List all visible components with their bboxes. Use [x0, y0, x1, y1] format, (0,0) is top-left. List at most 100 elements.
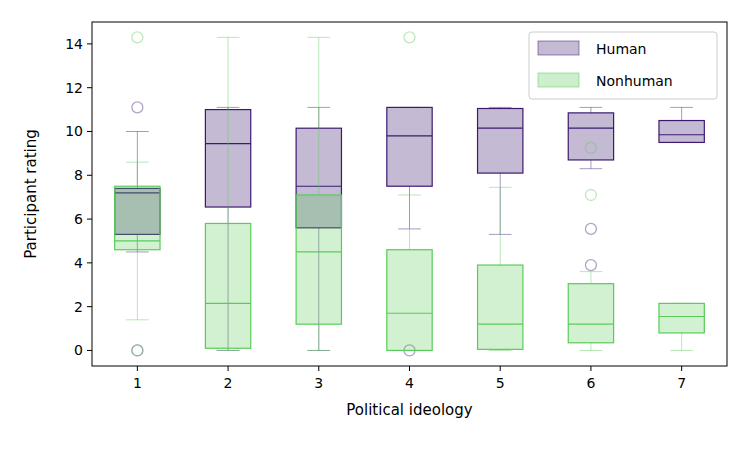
legend-frame [529, 32, 717, 99]
chart: 024681012141234567Political ideologyPart… [0, 0, 750, 450]
median [115, 240, 160, 241]
x-tick [318, 366, 319, 371]
cap-low [307, 350, 330, 351]
box [478, 265, 523, 349]
whisker-high [137, 162, 138, 186]
x-tick [681, 366, 682, 371]
legend-swatch [538, 73, 579, 87]
whisker-high [409, 195, 410, 250]
cap-high [580, 271, 603, 272]
box [478, 108, 523, 173]
median [659, 134, 704, 135]
box [568, 113, 613, 160]
x-tick-label: 1 [133, 375, 142, 391]
y-tick-label: 4 [74, 255, 83, 271]
y-axis-label: Participant rating [22, 129, 40, 259]
y-tick [87, 87, 92, 88]
median [478, 324, 523, 325]
box [205, 223, 250, 348]
box [296, 195, 341, 324]
x-tick-label: 2 [224, 375, 233, 391]
marks [115, 32, 705, 356]
x-tick-label: 3 [314, 375, 323, 391]
cap-low [217, 350, 240, 351]
flier [132, 345, 143, 356]
flier [132, 102, 143, 113]
flier [585, 260, 596, 271]
cap-high [217, 37, 240, 38]
background [0, 0, 750, 450]
box [387, 250, 432, 351]
cap-low [670, 350, 693, 351]
y-tick [87, 43, 92, 44]
whisker-high [318, 37, 319, 195]
median [568, 324, 613, 325]
y-tick-label: 2 [74, 299, 83, 315]
whisker-low [681, 333, 682, 351]
whisker-low [590, 343, 591, 351]
x-tick [500, 366, 501, 371]
y-tick [87, 131, 92, 132]
cap-low [489, 350, 512, 351]
median [387, 313, 432, 314]
whisker-high [590, 107, 591, 112]
y-tick-label: 14 [65, 36, 83, 52]
y-tick-label: 6 [74, 211, 83, 227]
y-tick [87, 175, 92, 176]
cap-high [670, 107, 693, 108]
whisker-high [137, 131, 138, 188]
cap-high [126, 131, 149, 132]
whisker-low [590, 160, 591, 169]
median [205, 303, 250, 304]
x-tick-label: 6 [586, 375, 595, 391]
legend-swatch [538, 41, 579, 55]
cap-low [307, 350, 330, 351]
x-tick [590, 366, 591, 371]
y-tick-label: 0 [74, 342, 83, 358]
y-tick-label: 12 [65, 80, 83, 96]
y-tick [87, 219, 92, 220]
x-tick [409, 366, 410, 371]
flier [585, 223, 596, 234]
median [387, 135, 432, 136]
whisker-high [500, 187, 501, 265]
flier [585, 142, 596, 153]
box [659, 121, 704, 143]
y-tick [87, 262, 92, 263]
cap-high [580, 107, 603, 108]
whisker-high [681, 107, 682, 120]
cap-high [489, 107, 512, 108]
whisker-low [318, 324, 319, 350]
box [387, 107, 432, 186]
cap-low [580, 168, 603, 169]
whisker-low [137, 250, 138, 320]
legend: HumanNonhuman [529, 32, 717, 99]
cap-high [489, 187, 512, 188]
x-axis-label: Political ideology [346, 401, 472, 419]
series-0 [115, 102, 705, 356]
cap-low [126, 319, 149, 320]
cap-high [307, 37, 330, 38]
whisker-high [590, 272, 591, 284]
median [296, 251, 341, 252]
cap-high [398, 194, 421, 195]
x-tick-label: 4 [405, 375, 414, 391]
x-tick-label: 5 [496, 375, 505, 391]
cap-high [126, 162, 149, 163]
flier [132, 345, 143, 356]
y-tick [87, 306, 92, 307]
frame [92, 22, 727, 366]
box [659, 303, 704, 333]
y-tick [87, 350, 92, 351]
median [659, 316, 704, 317]
flier [585, 189, 596, 200]
flier [404, 32, 415, 43]
legend-label: Human [596, 41, 647, 57]
whisker-high [228, 37, 229, 223]
x-tick [228, 366, 229, 371]
box [115, 186, 160, 250]
cap-low [580, 350, 603, 351]
series-1 [115, 32, 705, 356]
cap-low [217, 350, 240, 351]
x-tick [137, 366, 138, 371]
